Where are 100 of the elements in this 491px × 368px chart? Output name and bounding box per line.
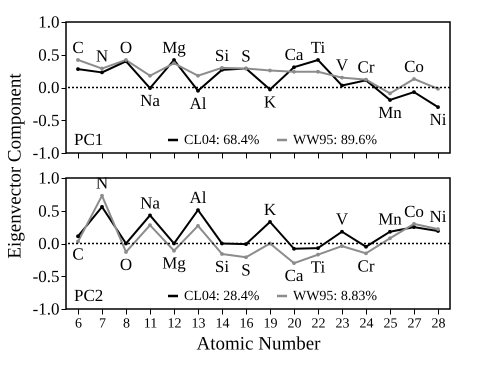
point [100, 204, 104, 209]
x-tick-label: 13 [192, 316, 206, 332]
point [220, 242, 224, 246]
annotation: S [241, 260, 251, 280]
point [148, 213, 152, 218]
annotation: Cr [358, 58, 375, 77]
y-tick-label: -1.0 [32, 300, 60, 318]
point [388, 236, 392, 240]
point [388, 98, 392, 102]
point [148, 74, 152, 78]
y-tick-label: 1.0 [38, 12, 60, 32]
point [412, 90, 416, 94]
annotation: V [336, 210, 349, 229]
y-tick-label: 0.5 [38, 201, 60, 220]
y-tick-label: 1.0 [38, 168, 60, 188]
legend-label: CL04: 28.4% [184, 289, 260, 304]
annotation: O [120, 38, 132, 57]
y-tick-label: 0.5 [38, 45, 60, 64]
point [388, 92, 392, 96]
annotation: Si [214, 46, 230, 65]
point [316, 246, 320, 250]
x-tick-label: 24 [360, 316, 374, 332]
x-tick-label: 16 [240, 316, 254, 332]
legend-label: CL04: 68.4% [184, 133, 260, 148]
point [172, 248, 176, 253]
annotation: O [120, 255, 132, 274]
y-tick-label: 0.0 [38, 78, 60, 97]
y-tick-label: -0.5 [32, 266, 60, 286]
legend-label: WW95: 89.6% [293, 133, 378, 148]
point [76, 58, 80, 62]
point [364, 244, 368, 249]
annotation: K [264, 200, 277, 219]
annotation: C [72, 38, 84, 57]
x-tick-label: 20 [288, 316, 302, 332]
annotation: Ni [430, 110, 447, 130]
point [340, 76, 344, 80]
x-tick-label: 19 [264, 316, 278, 332]
point [292, 246, 296, 251]
point [196, 224, 200, 228]
x-tick-label: 14 [216, 316, 230, 332]
x-tick-label: 8 [123, 316, 130, 332]
point [76, 67, 80, 72]
annotation: Ca [284, 45, 304, 64]
legend-label: WW95: 8.83% [293, 289, 378, 304]
point [148, 223, 152, 228]
point [340, 230, 344, 234]
point [124, 250, 128, 254]
point [412, 77, 416, 81]
point [316, 70, 320, 74]
x-tick-label: 11 [144, 316, 158, 332]
point [412, 225, 416, 229]
x-tick-label: 22 [312, 316, 326, 332]
x-axis-title: Atomic Number [196, 334, 322, 354]
annotation: Co [404, 202, 424, 221]
point [244, 255, 248, 260]
x-tick-label: 12 [168, 316, 182, 332]
y-tick-label: 0.0 [38, 234, 60, 253]
annotation: Na [140, 193, 160, 212]
point [220, 252, 224, 256]
y-tick-label: -0.5 [32, 110, 60, 130]
point [268, 220, 272, 224]
point [268, 68, 272, 72]
annotation: Mn [378, 210, 402, 229]
annotation: Cr [358, 256, 375, 276]
x-tick-label: 25 [384, 316, 398, 332]
point [292, 65, 296, 70]
point [268, 88, 272, 92]
annotation: Mg [162, 254, 186, 273]
x-tick-label: 27 [408, 316, 422, 332]
annotation: V [336, 56, 349, 75]
annotation: PC2 [74, 286, 104, 305]
annotation: Al [190, 188, 207, 208]
annotation: Na [140, 91, 160, 110]
point [196, 74, 200, 78]
annotation: Ti [310, 38, 326, 57]
point [196, 208, 200, 212]
point [316, 58, 320, 62]
annotation: Co [404, 56, 424, 76]
annotation: Mn [378, 102, 402, 122]
annotation: Al [190, 94, 207, 113]
point [292, 261, 296, 266]
point [100, 66, 104, 70]
point [100, 70, 104, 74]
point [412, 222, 416, 226]
x-tick-label: 6 [75, 316, 82, 332]
point [196, 88, 200, 93]
annotation: PC1 [74, 130, 104, 149]
annotation: Ca [284, 266, 304, 286]
annotation: C [72, 244, 84, 264]
annotation: Ni [430, 207, 447, 226]
annotation: Mg [162, 38, 186, 57]
point [388, 230, 392, 234]
annotation: N [96, 46, 108, 66]
point [316, 252, 320, 256]
annotation: K [264, 92, 277, 112]
point [172, 61, 176, 66]
x-tick-label: 7 [99, 316, 106, 332]
point [340, 84, 344, 88]
x-tick-label: 28 [432, 316, 446, 332]
point [172, 242, 176, 246]
